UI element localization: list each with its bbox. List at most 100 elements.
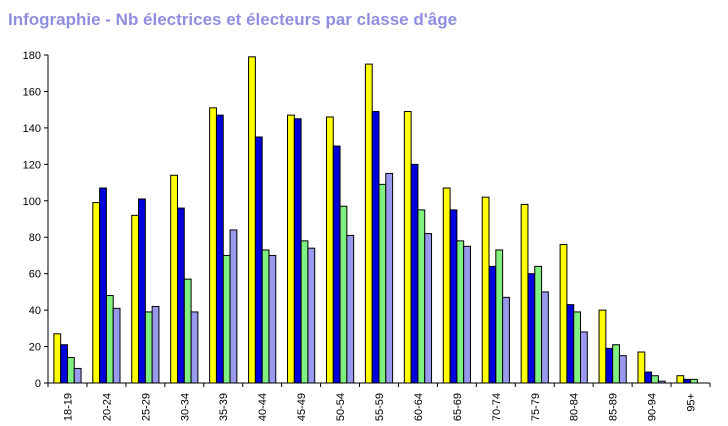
bar bbox=[131, 214, 140, 384]
x-tick-label: 30-34 bbox=[179, 393, 191, 421]
bar bbox=[520, 203, 529, 384]
bar bbox=[261, 249, 270, 384]
bar bbox=[534, 265, 543, 384]
y-tick-label: 0 bbox=[35, 378, 41, 390]
bar bbox=[138, 198, 146, 384]
bar bbox=[332, 145, 341, 384]
bar bbox=[53, 333, 62, 384]
bar bbox=[417, 209, 426, 384]
bar bbox=[99, 187, 107, 384]
bar bbox=[371, 110, 380, 384]
x-tick-label: 55-59 bbox=[374, 393, 386, 421]
bar bbox=[573, 311, 582, 384]
x-tick-label: 90-94 bbox=[647, 393, 659, 421]
bar bbox=[229, 229, 238, 384]
bar bbox=[254, 136, 263, 384]
bar bbox=[683, 378, 692, 384]
x-tick-label: 18-19 bbox=[62, 393, 74, 421]
bar bbox=[456, 240, 465, 384]
bar bbox=[176, 207, 185, 384]
x-tick-label: 60-64 bbox=[413, 393, 425, 421]
x-axis: 18-19 20-24 25-29 30-34 35-39 40-44 45-49 50-54… bbox=[47, 382, 711, 421]
bar bbox=[190, 311, 199, 384]
bar bbox=[60, 344, 68, 384]
chart-title: Infographie - Nb électrices et électeurs… bbox=[8, 10, 458, 29]
x-tick-label: 50-54 bbox=[335, 393, 347, 421]
bar bbox=[463, 245, 471, 384]
bar bbox=[676, 375, 685, 384]
x-tick-label: 95+ bbox=[686, 393, 698, 412]
y-tick-label: 160 bbox=[23, 86, 41, 98]
bar bbox=[580, 331, 588, 384]
bar bbox=[248, 56, 256, 384]
y-axis: 0 20 40 60 80 100 120 140 160 180 bbox=[23, 50, 49, 390]
bar bbox=[66, 356, 75, 384]
bar bbox=[222, 254, 231, 384]
bar bbox=[488, 265, 497, 384]
bar bbox=[527, 273, 536, 384]
bar bbox=[293, 118, 302, 384]
bar bbox=[442, 187, 451, 384]
bar bbox=[325, 116, 334, 384]
bar bbox=[559, 244, 568, 384]
bar bbox=[215, 114, 224, 384]
bar bbox=[605, 347, 614, 384]
x-tick-label: 70-74 bbox=[491, 393, 503, 421]
bar bbox=[651, 375, 659, 384]
y-tick-label: 120 bbox=[23, 159, 41, 171]
y-tick-label: 40 bbox=[29, 305, 41, 317]
bar bbox=[307, 247, 316, 384]
x-tick-label: 65-69 bbox=[452, 393, 464, 421]
y-tick-label: 80 bbox=[29, 232, 41, 244]
x-tick-label: 75-79 bbox=[530, 393, 542, 421]
bar bbox=[73, 367, 82, 384]
bar bbox=[92, 202, 101, 384]
bar bbox=[495, 249, 504, 384]
y-tick-label: 100 bbox=[23, 196, 41, 208]
bar bbox=[690, 378, 698, 384]
bar bbox=[657, 380, 666, 384]
x-tick-label: 45-49 bbox=[296, 393, 308, 421]
bar bbox=[449, 209, 458, 384]
y-tick-label: 180 bbox=[23, 50, 41, 62]
y-tick-label: 20 bbox=[29, 342, 41, 354]
bar bbox=[364, 63, 373, 384]
bar bbox=[637, 351, 646, 384]
bar bbox=[112, 307, 121, 384]
bar bbox=[170, 174, 178, 384]
bar bbox=[618, 355, 627, 384]
bar bbox=[346, 234, 355, 384]
bar bbox=[566, 304, 575, 384]
x-tick-label: 20-24 bbox=[101, 393, 113, 421]
bar bbox=[385, 172, 394, 384]
bar bbox=[598, 309, 607, 384]
bar bbox=[287, 114, 295, 384]
y-tick-label: 60 bbox=[29, 269, 41, 281]
bar bbox=[410, 163, 419, 384]
bar bbox=[481, 196, 490, 384]
bars-group bbox=[53, 56, 698, 384]
bar bbox=[144, 311, 153, 384]
x-tick-label: 25-29 bbox=[140, 393, 152, 421]
bar bbox=[268, 254, 277, 384]
bar bbox=[378, 183, 387, 384]
bar bbox=[183, 278, 192, 384]
bar bbox=[541, 291, 549, 384]
bar bbox=[300, 240, 309, 384]
bar bbox=[612, 344, 620, 384]
bar bbox=[424, 233, 433, 384]
bar bbox=[151, 305, 160, 384]
bar bbox=[403, 110, 412, 384]
bar bbox=[502, 296, 510, 384]
bar bbox=[105, 295, 114, 384]
x-tick-label: 40-44 bbox=[257, 393, 269, 421]
x-tick-label: 80-84 bbox=[569, 393, 581, 421]
bar bbox=[339, 205, 348, 384]
bar bbox=[209, 107, 217, 384]
y-tick-label: 140 bbox=[23, 123, 41, 135]
x-tick-label: 35-39 bbox=[218, 393, 230, 421]
bar bbox=[644, 371, 653, 384]
x-tick-label: 85-89 bbox=[608, 393, 620, 421]
